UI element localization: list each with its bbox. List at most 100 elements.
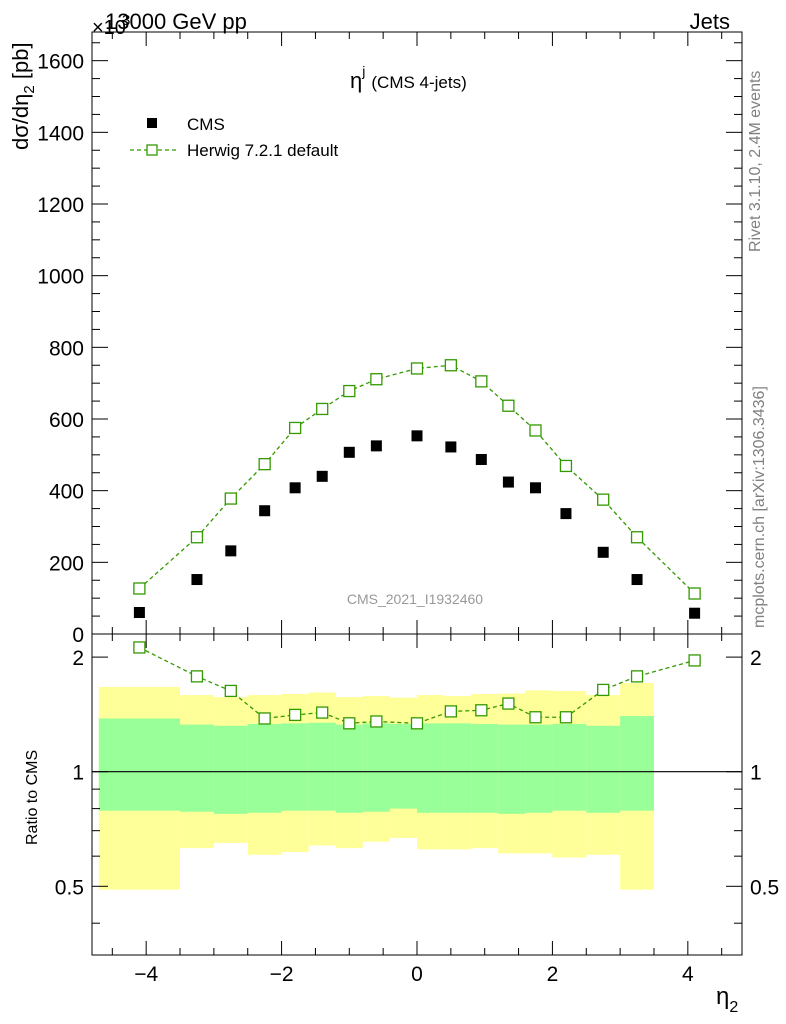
inner-band-bin (417, 723, 445, 813)
inner-band-bin (620, 716, 654, 811)
ratio-point (529, 711, 542, 724)
cms-point (529, 482, 541, 494)
herwig-series-line (138, 364, 696, 594)
ratio-y-tick-label: 1 (72, 762, 84, 785)
y-tick-label: 1200 (37, 194, 84, 217)
ratio-point (224, 684, 237, 698)
y-axis-title-main: dσ/dη (8, 94, 33, 150)
herwig-point (444, 359, 458, 372)
inner-band-bin (281, 723, 309, 811)
herwig-point (688, 587, 701, 600)
cms-point (475, 453, 487, 465)
ratio-point (630, 670, 644, 683)
inner-band-bin (471, 723, 499, 813)
ratio-point (502, 697, 515, 710)
inner-band-bin (98, 718, 181, 811)
ratio-point (475, 704, 488, 717)
cms-point (631, 574, 643, 586)
inner-band-bin (180, 724, 214, 812)
herwig-point (288, 421, 302, 435)
x-tick-label: 4 (682, 963, 694, 986)
inner-band-bin (389, 723, 417, 809)
ratio-y-tick-label: 2 (72, 647, 84, 670)
ratio-point (597, 683, 610, 697)
y-tick-label: 1400 (37, 122, 84, 145)
herwig-point (343, 384, 356, 398)
analysis-id-label: CMS_2021_I1932460 (347, 591, 483, 607)
inner-band-bin (444, 723, 472, 813)
y-tick-label: 1600 (37, 51, 84, 74)
herwig-point (559, 459, 573, 473)
cms-point (225, 545, 237, 557)
herwig-point (475, 375, 488, 388)
mcplots-label: mcplots.cern.ch [arXiv:1306.3436] (751, 386, 768, 628)
herwig-point (370, 373, 383, 386)
y-tick-label: 0 (72, 624, 84, 647)
ratio-point (410, 717, 424, 730)
ratio-y-tick-label-right: 0.5 (750, 876, 779, 899)
ratio-point (133, 641, 146, 654)
x-tick-label: 2 (547, 963, 559, 986)
ratio-point (258, 712, 271, 725)
ratio-frame (91, 633, 743, 956)
ratio-point (190, 670, 204, 683)
x-axis-title: η2 (716, 983, 738, 1016)
cms-point (191, 574, 203, 586)
inner-band-bin (586, 725, 621, 813)
inner-band-bin (247, 723, 282, 813)
cms-point (133, 607, 145, 618)
cms-point (411, 430, 423, 442)
cms-point (502, 476, 514, 488)
ratio-point (559, 711, 573, 724)
ratio-series-line (139, 646, 695, 724)
herwig-point (630, 531, 644, 544)
y-tick-label: 400 (49, 481, 84, 504)
inner-band-bin (498, 724, 526, 814)
inner-band-bin (362, 723, 390, 812)
inner-band-bin (525, 724, 553, 813)
y-axis-title-unit: [pb] (8, 42, 33, 85)
y-tick-label: 1000 (37, 266, 84, 289)
herwig-point (258, 457, 271, 471)
cms-point (445, 441, 457, 453)
y-tick-label: 200 (49, 552, 84, 575)
ratio-y-tick-label: 0.5 (55, 876, 84, 899)
exponent-label: ×10 (92, 17, 126, 39)
y-axis-title-subscript: 2 (21, 85, 38, 93)
herwig-point (597, 493, 610, 506)
cms-point (689, 607, 701, 619)
herwig-point (224, 492, 237, 505)
exponent-power: 3 (122, 12, 130, 29)
herwig-point (410, 362, 424, 375)
x-tick-label: −2 (270, 963, 294, 986)
plot-title-suffix: (CMS 4-jets) (371, 73, 466, 92)
herwig-point (190, 531, 204, 544)
herwig-point (502, 399, 515, 412)
ratio-point (288, 708, 302, 722)
cms-point (343, 446, 355, 458)
inner-band-bin (308, 722, 336, 811)
inner-band-bin (213, 725, 248, 814)
plot-title-main: η (350, 68, 362, 93)
cms-point (597, 546, 609, 558)
x-axis-title-main: η (716, 983, 729, 1010)
x-tick-label: 0 (411, 963, 423, 986)
y-tick-label: 600 (49, 409, 84, 432)
herwig-point (529, 424, 542, 437)
cms-point (370, 440, 382, 452)
cms-point (560, 508, 572, 520)
ratio-y-tick-label-right: 2 (750, 647, 762, 670)
ratio-point (343, 717, 356, 730)
ratio-point (688, 654, 701, 667)
legend-herwig-marker (146, 144, 158, 156)
x-tick-label: −4 (134, 963, 158, 986)
ratio-y-tick-label-right: 1 (750, 762, 762, 785)
x-axis-title-subscript: 2 (729, 999, 738, 1016)
herwig-point (133, 582, 146, 595)
cms-point (259, 505, 271, 517)
legend-cms-marker (147, 118, 157, 128)
process-label: Jets (690, 9, 730, 34)
y-axis-title: dσ/dη2 [pb] (8, 42, 38, 150)
